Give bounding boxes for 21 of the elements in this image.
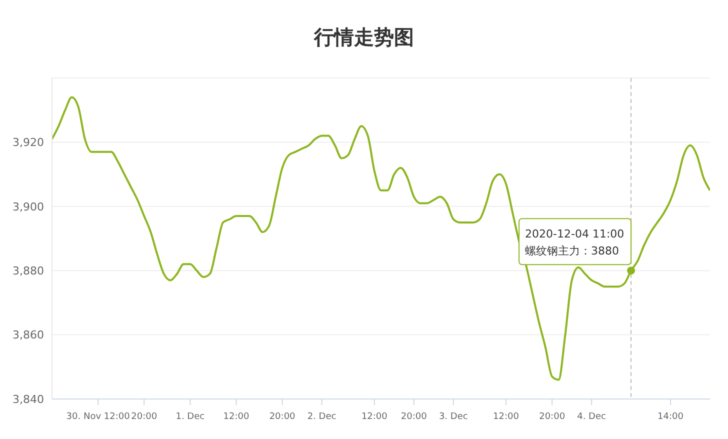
x-tick-label: 30. Nov 12:00 (66, 412, 130, 422)
line-series (52, 96, 710, 381)
x-tick-label: 3. Dec (438, 412, 468, 422)
annotation: 2020-12-04 11:00 螺纹钢主力：3880 (525, 228, 624, 258)
y-tick-label: 3,840 (12, 392, 44, 406)
x-tick-label: 20:00 (269, 412, 296, 422)
y-tick-label: 3,900 (12, 200, 44, 214)
x-tick-label: 12:00 (493, 412, 520, 422)
x-tick-label: 20:00 (131, 412, 158, 422)
x-tick-label: 14:00 (658, 412, 684, 422)
x-tick-label: 1. Dec (176, 412, 205, 422)
x-tick-label: 20:00 (400, 412, 428, 422)
y-tick-label: 3,860 (12, 328, 44, 342)
chart-title: 行情走势图 (312, 24, 415, 51)
x-tick-label: 12:00 (223, 412, 250, 422)
x-tick-label: 12:00 (361, 412, 388, 422)
y-tick-label: 3,880 (12, 264, 44, 278)
x-tick-label: 2. Dec (307, 412, 336, 422)
y-tick-label: 3,920 (12, 136, 44, 150)
x-tick-label: 20:00 (539, 412, 566, 422)
x-tick-label: 4. Dec (577, 412, 606, 422)
